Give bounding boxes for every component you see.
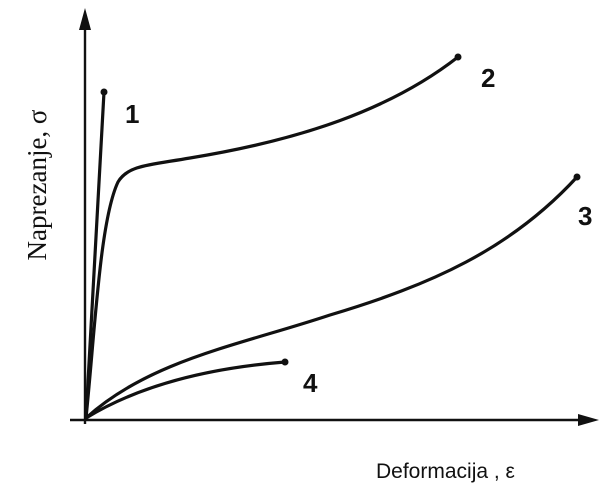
curve-label: 3 [578, 201, 592, 231]
curve-3 [84, 175, 579, 420]
curve-end-point [573, 173, 581, 181]
curve-end-point [454, 53, 462, 61]
y-axis-arrow [79, 8, 91, 30]
x-axis-label: Deformacija , ε [376, 460, 515, 483]
curve-2 [84, 55, 460, 420]
curve-4 [84, 360, 287, 420]
y-axis-label: Naprezanje, σ [22, 109, 52, 260]
curve-label: 4 [303, 368, 318, 398]
curve-label: 2 [481, 63, 495, 93]
x-axis-arrow [578, 414, 599, 426]
curve-label: 1 [125, 99, 139, 129]
curve-end-point [281, 358, 289, 366]
curve-1 [84, 90, 106, 420]
curve-end-point [100, 88, 108, 96]
